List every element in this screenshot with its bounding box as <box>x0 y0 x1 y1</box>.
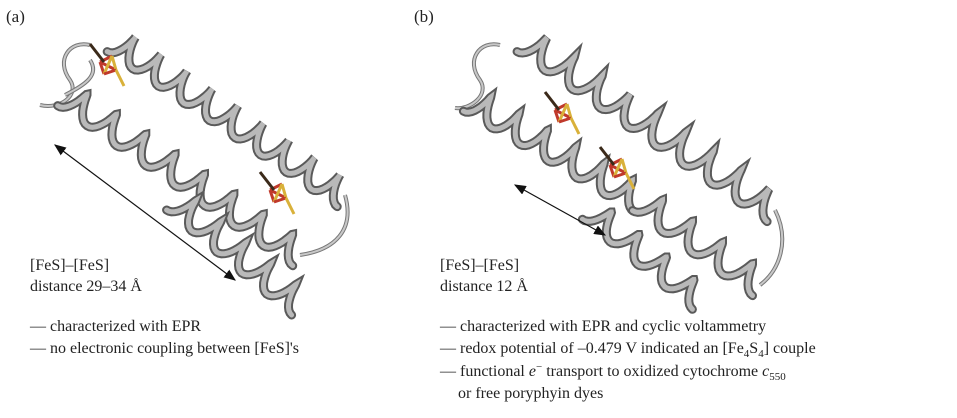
fes-ligand <box>90 44 104 62</box>
note-text: transport to oxidized cytochrome <box>542 363 762 380</box>
note-text: c <box>762 363 769 380</box>
fes-ligand <box>286 198 294 214</box>
protein-structures <box>40 37 782 315</box>
fes-ligand <box>571 118 579 134</box>
panel-label: (a) <box>6 7 25 26</box>
note: — characterized with EPR and cyclic volt… <box>439 318 766 335</box>
panel-label: (b) <box>414 7 434 26</box>
page: (a) [FeS]–[FeS] distance 29–34 Å — chara… <box>0 0 957 418</box>
note-text: — characterized with EPR and cyclic volt… <box>439 318 766 335</box>
helix <box>517 38 769 222</box>
distance-text: distance 29–34 Å <box>30 277 142 295</box>
note: — no electronic coupling between [FeS]'s <box>29 340 299 357</box>
note-text: — no electronic coupling between [FeS]'s <box>29 340 299 357</box>
note-text: — functional <box>439 363 529 380</box>
fes-ligand <box>260 172 274 190</box>
note-text: — characterized with EPR <box>29 318 201 335</box>
note-text: — redox potential of –0.479 V indicated … <box>439 340 744 357</box>
note: — characterized with EPR <box>29 318 201 335</box>
distance-title: [FeS]–[FeS] <box>30 257 109 274</box>
distance-text: distance 12 Å <box>440 277 528 295</box>
note-text: ] couple <box>764 340 816 357</box>
helix <box>107 37 340 207</box>
note-text: S <box>749 340 758 357</box>
fes-ligand <box>116 70 124 86</box>
note-text: or free poryphyin dyes <box>458 385 603 402</box>
figure: (a) [FeS]–[FeS] distance 29–34 Å — chara… <box>0 0 957 418</box>
distance-title: [FeS]–[FeS] <box>440 257 519 274</box>
subscript: 550 <box>769 371 786 383</box>
note: or free poryphyin dyes <box>458 385 603 402</box>
note: — redox potential of –0.479 V indicated … <box>439 340 816 360</box>
fes-ligand <box>545 92 559 110</box>
distance-arrow <box>515 185 605 235</box>
note-text: e <box>529 363 536 380</box>
note: — functional e− transport to oxidized cy… <box>439 361 786 383</box>
